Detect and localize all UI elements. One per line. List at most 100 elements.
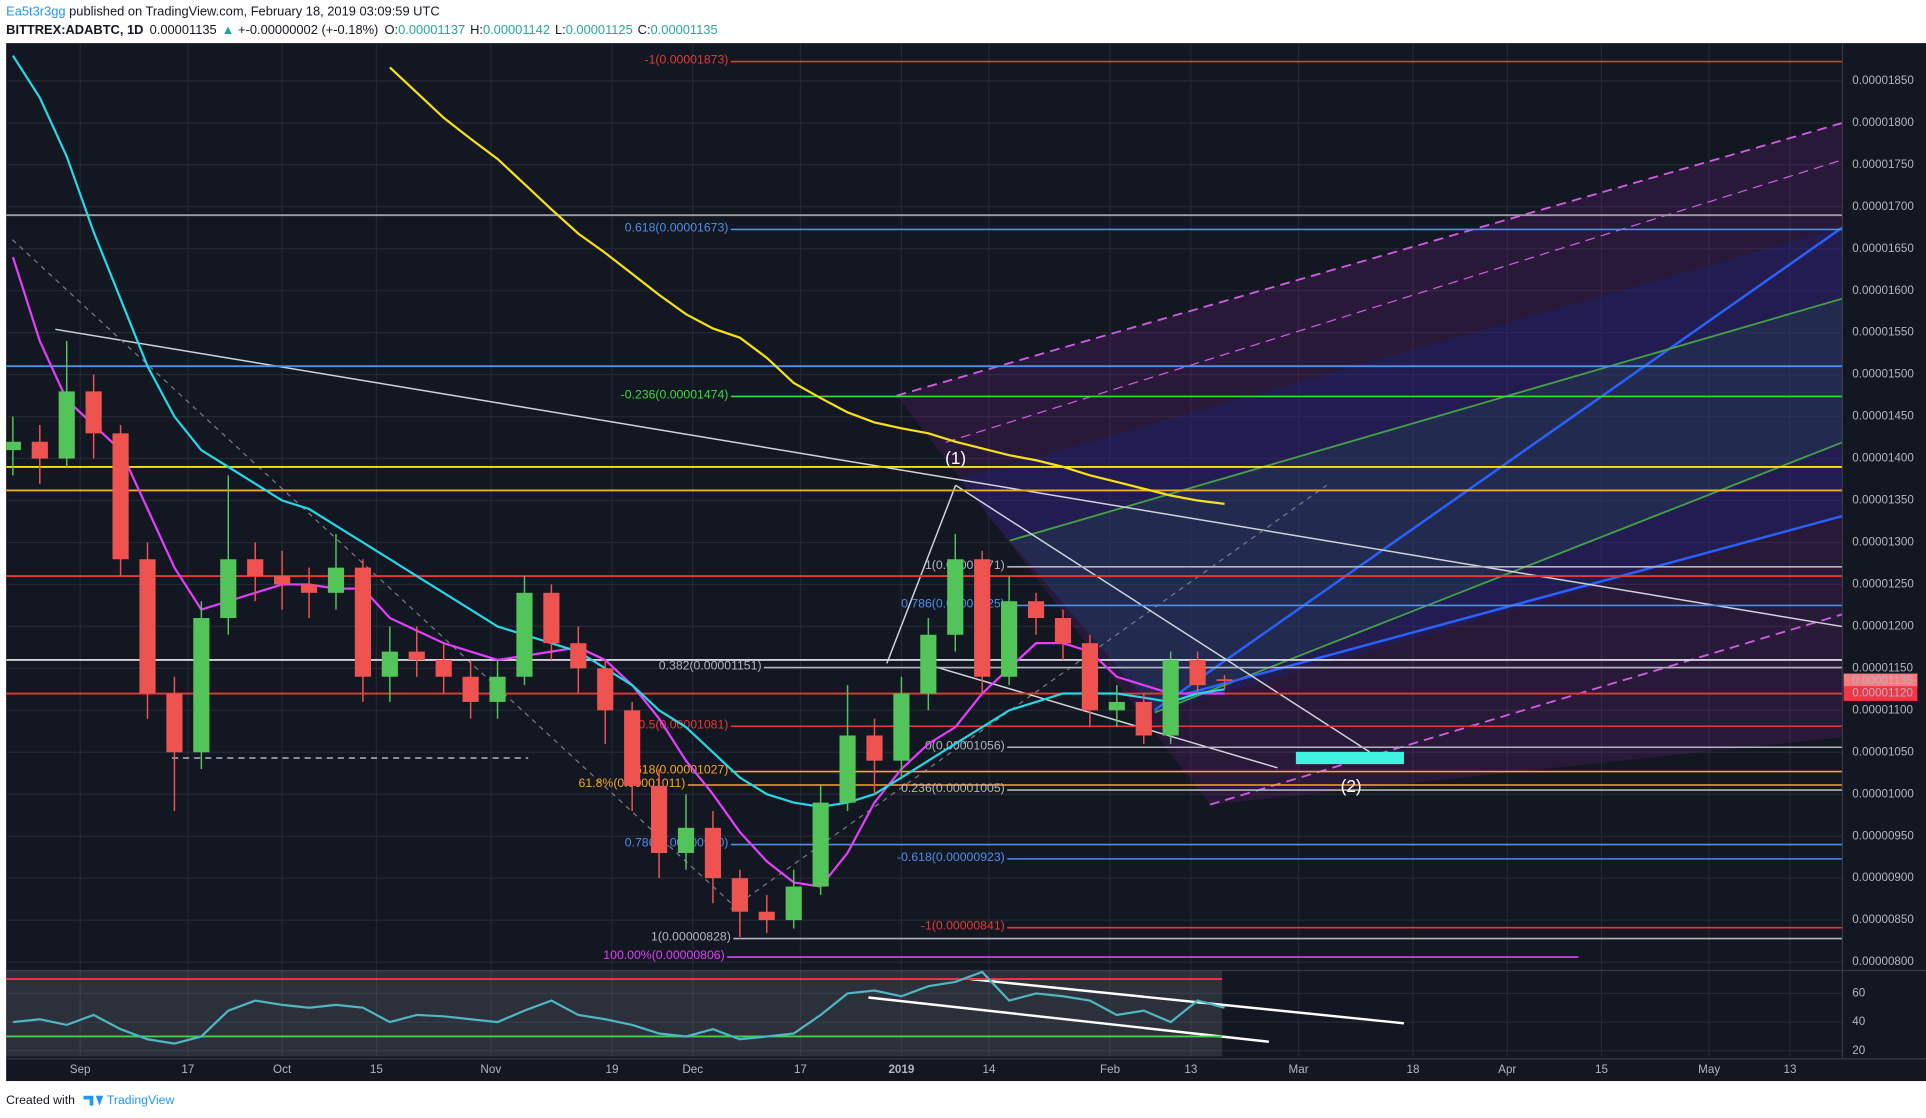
wave-label: (1) (945, 448, 966, 468)
moving-average (11, 55, 1225, 808)
publish-line: Ea5t3r3gg published on TradingView.com, … (6, 4, 440, 19)
ohlc-label: C: (638, 22, 651, 37)
candle-body (1054, 617, 1072, 644)
level-label: 1(0.00000828) (651, 930, 731, 944)
axes: 0.00001850 0.00001800 0.00001750 0.00001700… (70, 74, 1918, 1076)
symbol: BITTREX:ADABTC, 1D (6, 22, 143, 37)
y-tick-label: 0.00001050 (1852, 745, 1914, 758)
drawings (11, 122, 1843, 910)
y-tick-label: 0.00001300 (1852, 536, 1914, 549)
y-tick-label: 0.00001700 (1852, 200, 1914, 213)
level-label: 0.382(0.00001151) (659, 659, 762, 673)
candle-body (597, 668, 614, 711)
candle-body (974, 559, 991, 677)
y-tick-label: 0.00000800 (1852, 955, 1914, 968)
x-tick-label: May (1698, 1063, 1720, 1076)
candle-body (543, 592, 560, 644)
y-tick-label: 0.00001400 (1852, 452, 1914, 465)
candle-body (381, 651, 398, 677)
candle-body (624, 710, 641, 786)
y-tick-label: 0.00001200 (1852, 619, 1914, 632)
rsi-band (6, 970, 1223, 1057)
ohlc-label: O: (384, 22, 398, 37)
y-tick-label: 0.00000900 (1852, 871, 1914, 884)
level-label: -1(0.00001873) (645, 53, 729, 67)
change: +-0.00000002 (+-0.18%) (238, 22, 378, 37)
candle-body (354, 567, 371, 677)
y-tick-label: 0.00001850 (1852, 74, 1914, 87)
x-tick-label: Feb (1100, 1063, 1120, 1076)
price-badge (1843, 686, 1918, 701)
candle-body (516, 592, 533, 677)
logo (83, 1095, 104, 1106)
level-label: 0.786(0.00000940) (625, 836, 729, 850)
rsi-pane (6, 970, 1405, 1057)
candle-body (193, 617, 210, 753)
x-tick-label: Dec (682, 1063, 703, 1076)
pitchfork-median (1153, 226, 1843, 712)
symbol-line: BITTREX:ADABTC, 1D 0.00001135 ▲ +-0.0000000… (6, 22, 717, 37)
x-tick-label: 15 (370, 1063, 383, 1076)
level-label: -0.618(0.00000923) (897, 850, 1005, 864)
level-label: 100.00%(0.00000806) (603, 948, 724, 962)
candle-body (677, 827, 695, 853)
moving-average (389, 66, 1225, 505)
rsi-tick-label: 40 (1852, 1015, 1865, 1028)
y-tick-label: 0.00001500 (1852, 368, 1914, 381)
footer-brand[interactable]: TradingView (107, 1093, 175, 1107)
candle-body (812, 802, 829, 887)
wedge-line (886, 485, 957, 664)
rsi-line (12, 970, 1225, 1045)
ohlc-value: 0.00001135 (651, 22, 718, 37)
y-tick-label: 0.00001150 (1852, 661, 1913, 674)
wedge-line (955, 484, 1370, 753)
footer-text: Created with (6, 1093, 75, 1107)
y-tick-label: 0.00001000 (1852, 787, 1914, 800)
candle-body (866, 735, 883, 761)
candle-body (408, 651, 425, 660)
y-tick-label: 0.00001100 (1852, 703, 1913, 716)
grid (6, 43, 1843, 1057)
x-tick-label: Mar (1289, 1063, 1309, 1076)
rsi-trend-line (970, 977, 1405, 1025)
y-tick-label: 0.00001550 (1852, 326, 1914, 339)
level-label: 0.236(0.00001005) (901, 781, 1005, 795)
rsi-tick-label: 20 (1852, 1044, 1865, 1057)
y-tick-label: 0.00001800 (1852, 116, 1914, 129)
level-label: 0.618(0.00001027) (625, 763, 729, 777)
y-tick-label: 0.00001450 (1852, 410, 1914, 423)
y-tick-label: 0.00001350 (1852, 494, 1914, 507)
ohlc-value: 0.00001142 (483, 22, 550, 37)
pitchfork-line (945, 159, 1843, 443)
author[interactable]: Ea5t3r3gg (6, 4, 65, 19)
pitchfork-line (896, 122, 1843, 397)
level-label: 1(0.00001271) (925, 558, 1005, 572)
candle-body (6, 441, 21, 451)
y-tick-label: 0.00001650 (1852, 242, 1914, 255)
y-tick-label: 0.00000850 (1852, 913, 1914, 926)
x-tick-label: Sep (70, 1063, 91, 1076)
ohlc-label: H: (470, 22, 483, 37)
target-box (1295, 751, 1404, 765)
candle-body (570, 643, 587, 669)
pitchfork-zone (896, 122, 1843, 805)
candle-body (1135, 701, 1152, 736)
last-price: 0.00001135 (150, 22, 217, 37)
candle-body (1189, 659, 1206, 686)
trend-line (730, 484, 1327, 910)
level-label: -0.236(0.00001474) (621, 387, 729, 401)
ohlc-value: 0.00001125 (566, 22, 633, 37)
rsi-tick-label: 60 (1852, 986, 1865, 999)
candle-body (166, 693, 183, 753)
candle-body (58, 391, 75, 459)
candle-body (462, 676, 479, 702)
candle-body (274, 576, 291, 585)
trend-line (55, 328, 1843, 628)
price-badge-label: 0.00001120 (1852, 687, 1913, 700)
x-tick-label: 17 (181, 1063, 194, 1076)
x-tick-label: 13 (1184, 1063, 1197, 1076)
chart-background (6, 43, 1926, 1082)
candle-body (85, 391, 102, 434)
x-tick-label: Nov (480, 1063, 501, 1076)
